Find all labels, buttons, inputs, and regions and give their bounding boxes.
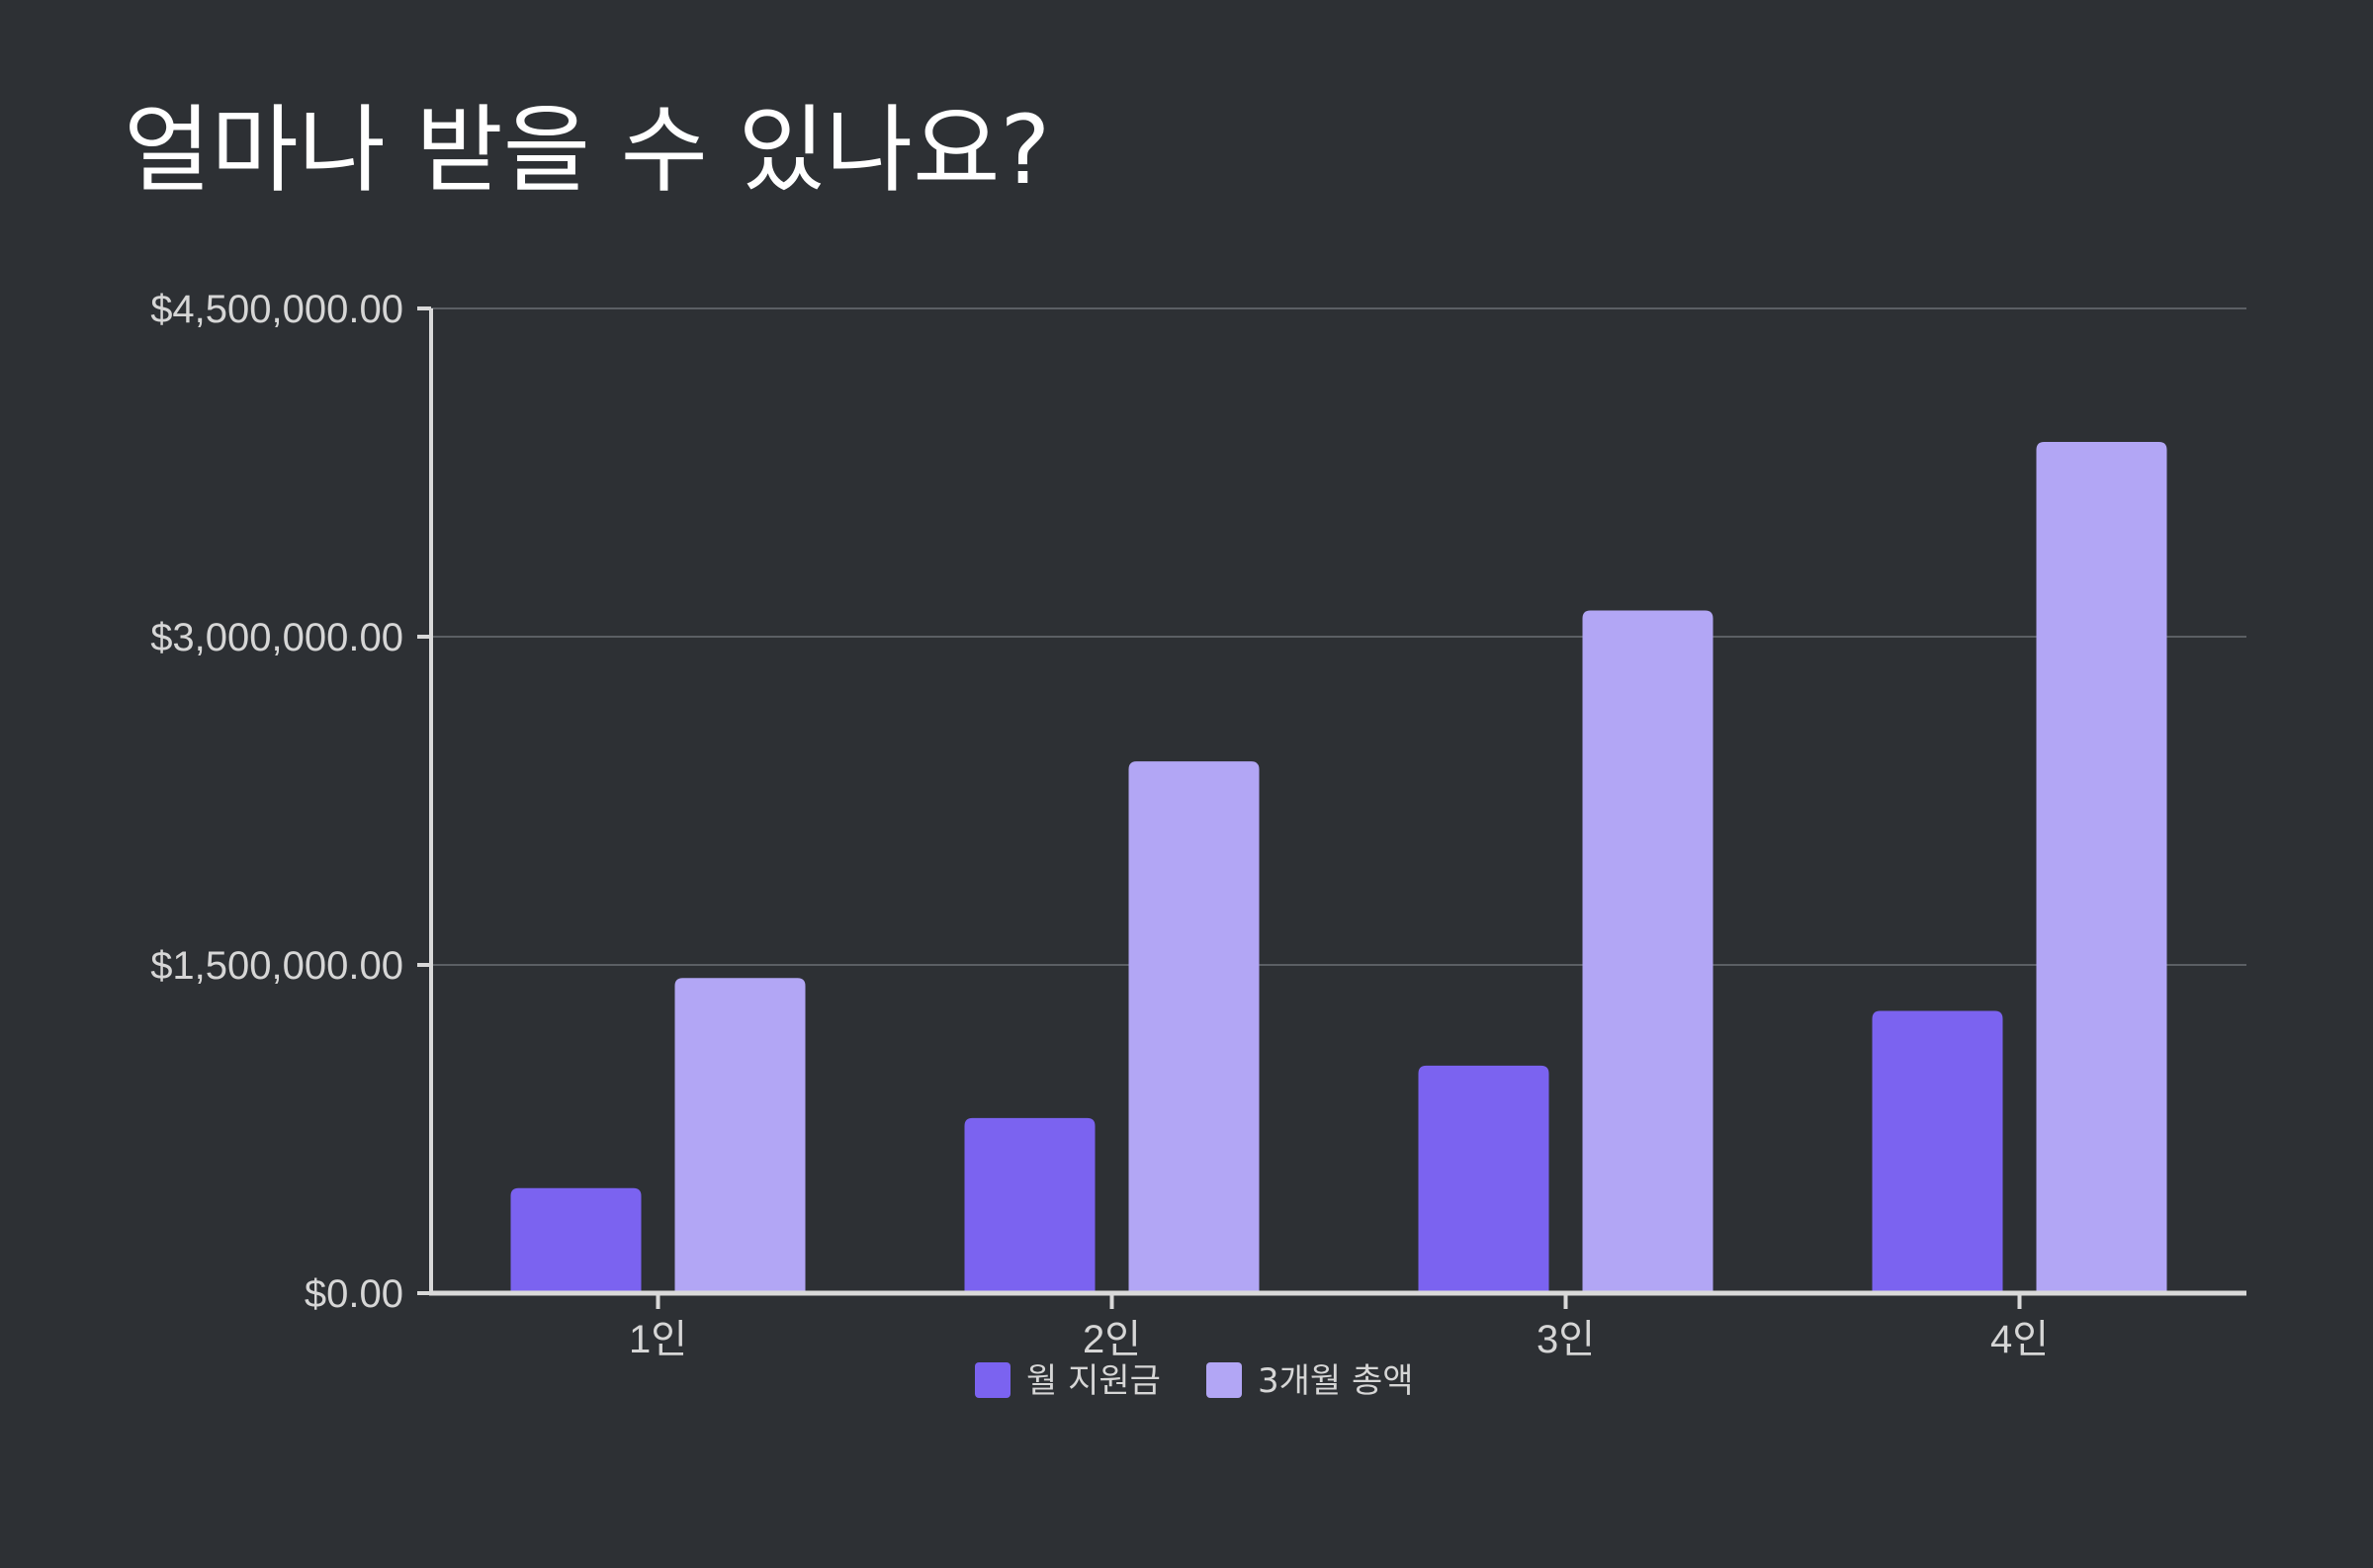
x-tick-label: 3인 bbox=[1537, 1318, 1595, 1361]
y-tick-label: $3,000,000.00 bbox=[150, 616, 403, 659]
bar-total-3[interactable] bbox=[1582, 610, 1714, 1293]
legend-swatch[interactable] bbox=[1206, 1362, 1242, 1398]
bar-total-1[interactable] bbox=[674, 978, 806, 1293]
grid-lines bbox=[431, 307, 2246, 966]
bar-monthly-4[interactable] bbox=[1872, 1010, 2003, 1293]
legend-label[interactable]: 월 지원금 bbox=[1026, 1361, 1161, 1401]
bar-monthly-1[interactable] bbox=[510, 1187, 642, 1293]
y-tick-labels: $0.00 $1,500,000.00 $3,000,000.00 $4,500,00… bbox=[150, 288, 403, 1316]
legend: 월 지원금 3개월 총액 bbox=[975, 1361, 1414, 1401]
x-tick-labels: 1인 2인 3인 4인 bbox=[629, 1318, 2049, 1361]
x-tick-label: 2인 bbox=[1083, 1318, 1141, 1361]
x-tick-label: 1인 bbox=[629, 1318, 687, 1361]
bar-monthly-3[interactable] bbox=[1418, 1065, 1549, 1293]
y-tick-label: $0.00 bbox=[305, 1272, 403, 1316]
bars bbox=[510, 442, 2167, 1294]
x-tick-label: 4인 bbox=[1990, 1318, 2049, 1361]
bar-total-4[interactable] bbox=[2036, 442, 2167, 1294]
legend-label[interactable]: 3개월 총액 bbox=[1258, 1361, 1414, 1401]
axes bbox=[417, 306, 2246, 1309]
chart-title: 얼마나 받을 수 있나요? bbox=[124, 95, 1050, 206]
bar-total-2[interactable] bbox=[1128, 761, 1260, 1293]
bar-monthly-2[interactable] bbox=[964, 1117, 1096, 1293]
y-tick-label: $1,500,000.00 bbox=[150, 944, 403, 988]
y-tick-label: $4,500,000.00 bbox=[150, 288, 403, 331]
legend-swatch[interactable] bbox=[975, 1362, 1011, 1398]
